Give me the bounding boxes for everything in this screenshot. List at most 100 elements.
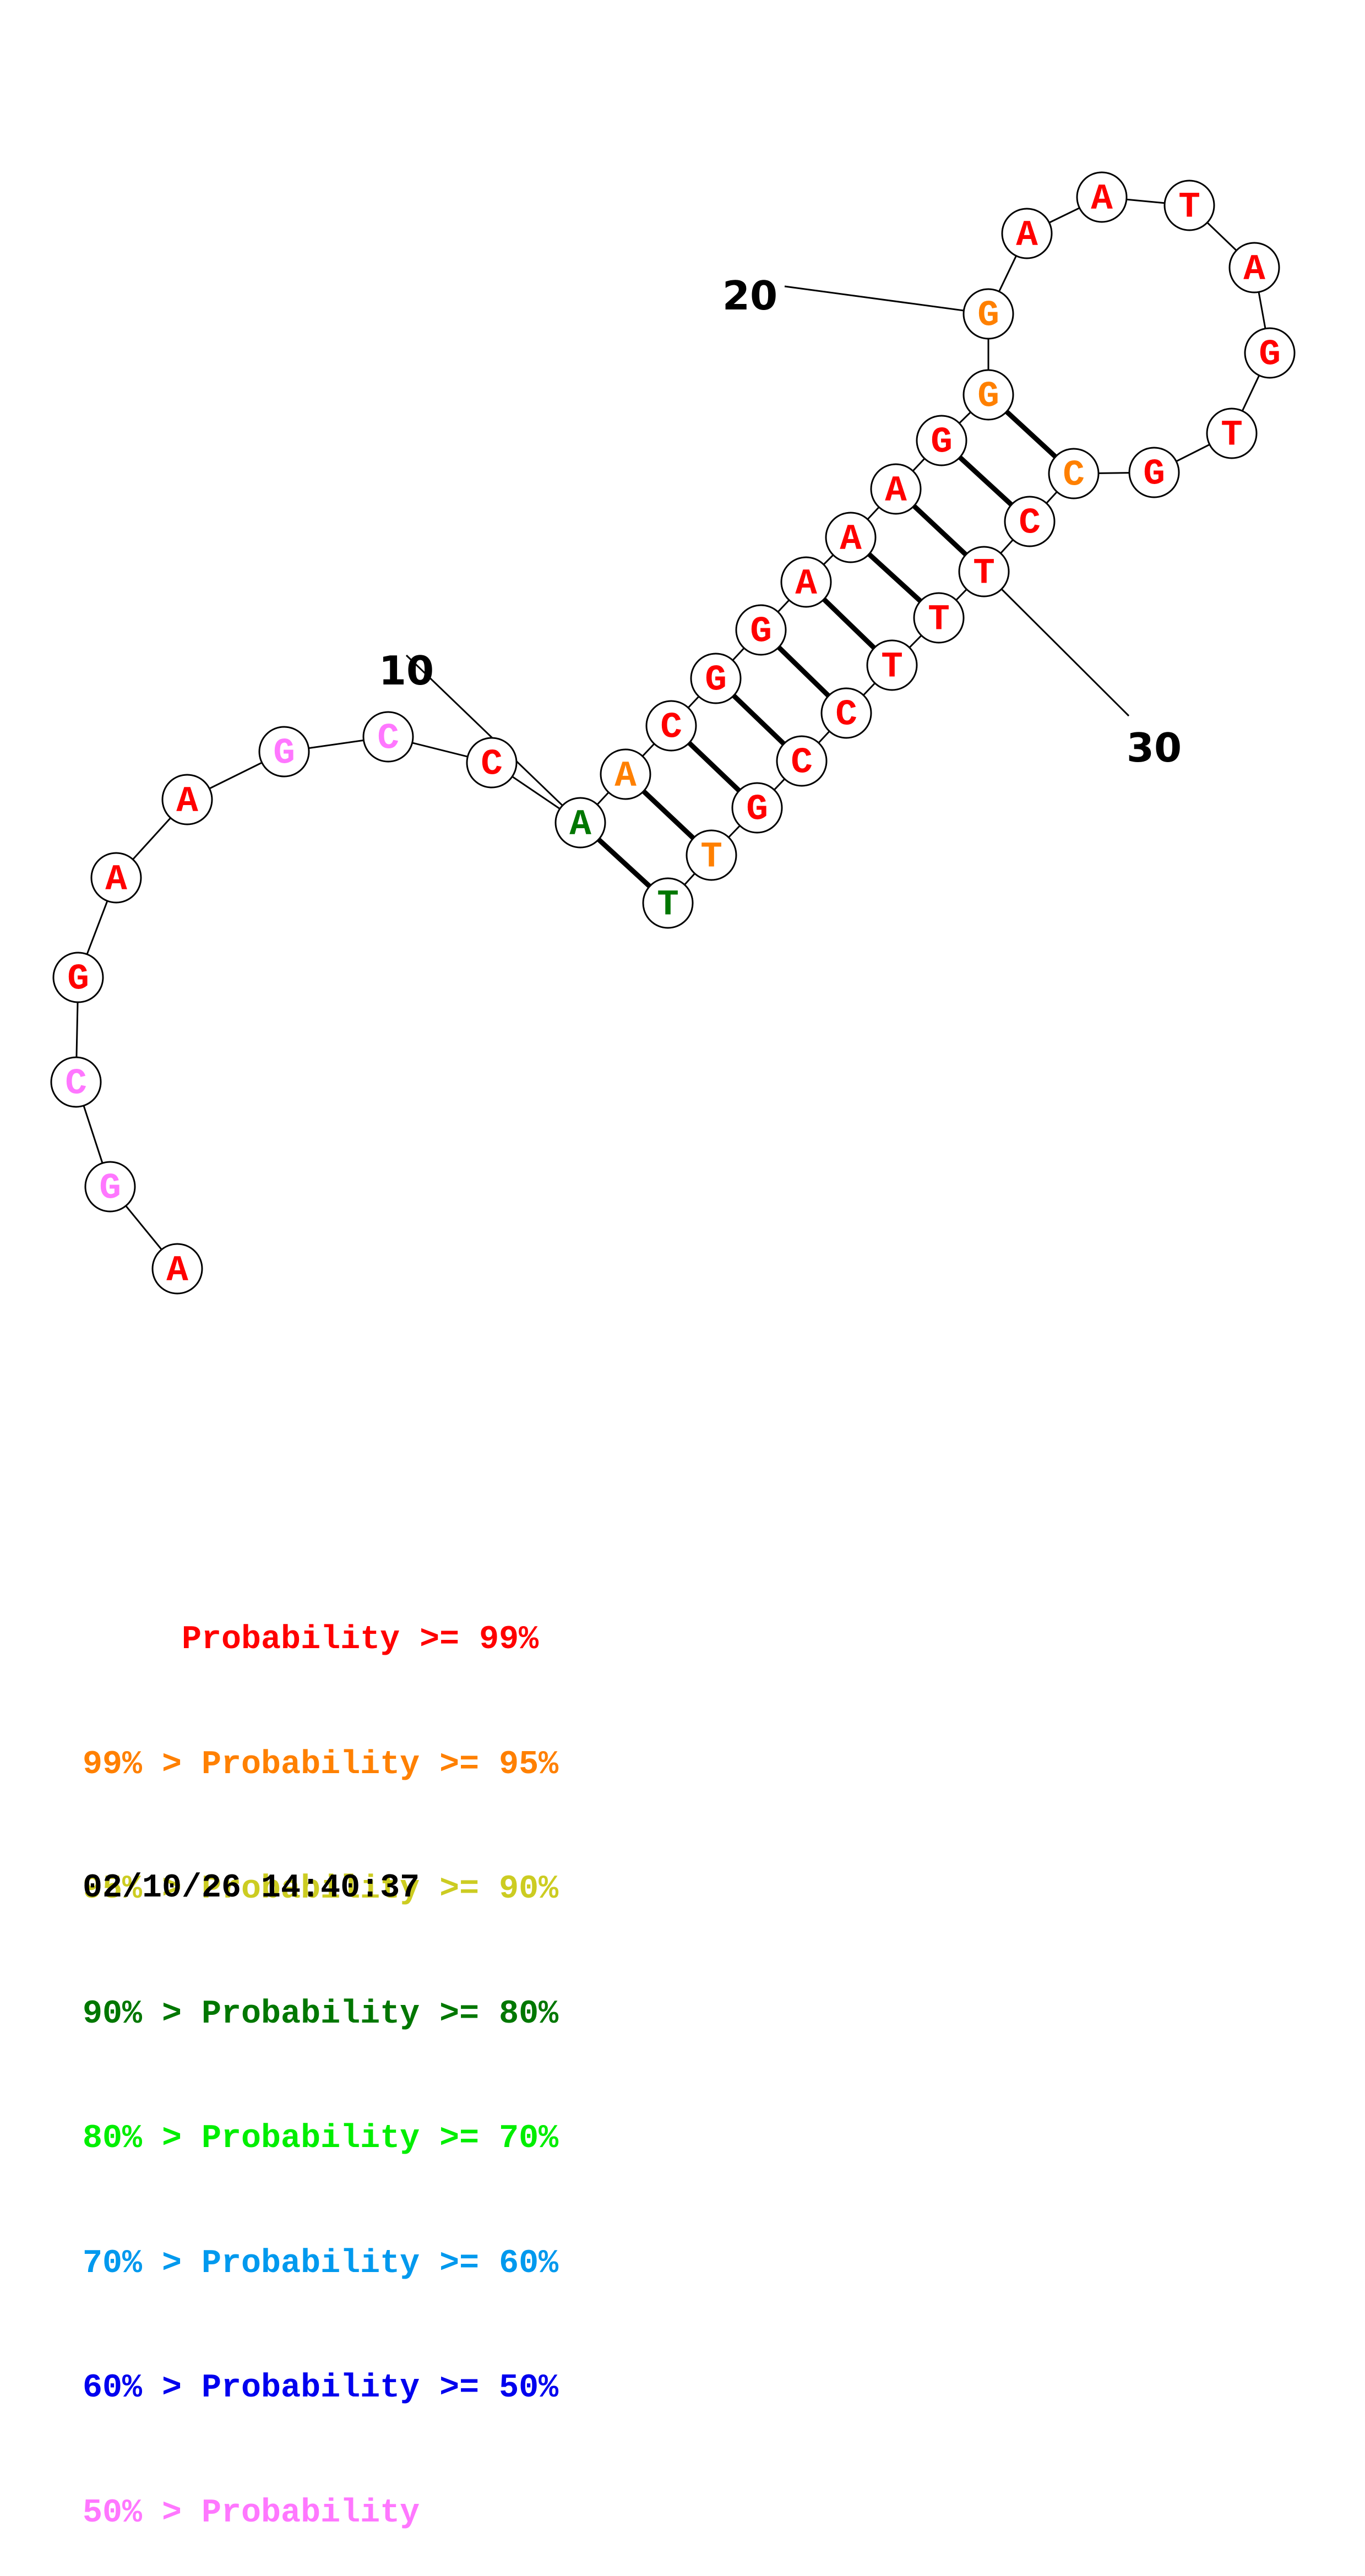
nucleotide-circle xyxy=(820,687,872,739)
nucleotide-letter: G xyxy=(273,733,295,774)
nucleotide-letter: C xyxy=(377,718,399,759)
legend-row: 80% > Probability >= 70% xyxy=(83,2120,559,2157)
nucleotide: G xyxy=(916,415,967,466)
nucleotide-letter: A xyxy=(795,563,817,605)
nucleotide: G xyxy=(962,369,1014,421)
nucleotide-letter: C xyxy=(65,1063,87,1105)
nucleotide-letter: A xyxy=(1243,249,1265,290)
nucleotide-circle xyxy=(1228,242,1280,294)
nucleotide: G xyxy=(690,653,742,704)
nucleotide-circle xyxy=(962,288,1014,340)
nucleotide-circle xyxy=(1244,327,1296,379)
position-label: 20 xyxy=(722,273,777,319)
nucleotide-letter: G xyxy=(931,422,953,463)
nucleotide: C xyxy=(50,1056,102,1108)
nucleotide-circle xyxy=(1076,171,1128,223)
nucleotide-letter: C xyxy=(835,694,857,736)
nucleotide-letter: A xyxy=(176,781,198,822)
nucleotide-circle xyxy=(50,1056,102,1108)
nucleotide-letter: C xyxy=(660,707,682,748)
position-leader-line xyxy=(784,285,989,315)
nucleotide-circle xyxy=(780,556,832,608)
nucleotide: C xyxy=(1004,496,1056,547)
nucleotide: C xyxy=(776,735,828,787)
nucleotide: G xyxy=(731,782,783,834)
nucleotide-letter: G xyxy=(746,789,768,830)
nucleotide: A xyxy=(870,463,922,515)
nucleotide-letter: A xyxy=(569,804,591,845)
base-pair-layer xyxy=(578,393,1076,905)
nucleotide-letter: C xyxy=(1063,455,1085,496)
nucleotide: A xyxy=(780,556,832,608)
nucleotide-letter: G xyxy=(99,1168,121,1209)
nucleotide-circle xyxy=(870,463,922,515)
nucleotide: T xyxy=(642,877,694,929)
nucleotide: G xyxy=(84,1161,136,1213)
nucleotide-circle xyxy=(1163,180,1215,231)
nucleotide-circle xyxy=(825,512,877,563)
nucleotide-letter: T xyxy=(1178,187,1200,228)
nucleotide-circle xyxy=(52,952,104,1003)
nucleotide-circle xyxy=(1004,496,1056,547)
nucleotide-letter: A xyxy=(1016,215,1038,256)
nucleotide: A xyxy=(90,852,142,904)
nucleotide: T xyxy=(686,829,737,881)
nucleotide: C xyxy=(645,700,697,752)
nucleotide: A xyxy=(825,512,877,563)
nucleotide-letter: A xyxy=(614,756,637,797)
nucleotide-letter: C xyxy=(1019,503,1041,544)
nucleotide-letter: C xyxy=(791,742,813,784)
nucleotide-letter: G xyxy=(977,295,999,336)
nucleotide-circle xyxy=(962,369,1014,421)
nucleotide-circle xyxy=(554,797,606,849)
nucleotide-letter: C xyxy=(481,744,503,785)
legend-row: 95% > Probability >= 90% xyxy=(83,1871,559,1908)
nucleotide-circle xyxy=(1001,208,1053,259)
timestamp: 02/10/26 14:40:37 xyxy=(83,1869,420,1907)
nucleotide-circle xyxy=(1206,407,1258,459)
nucleotide: T xyxy=(866,639,918,691)
nucleotide-letter: G xyxy=(1143,454,1165,495)
position-label: 30 xyxy=(1127,725,1182,771)
legend-row: 90% > Probability >= 80% xyxy=(83,1995,559,2033)
legend-row: 50% > Probability xyxy=(83,2494,420,2532)
nucleotide-circle xyxy=(958,546,1010,597)
nucleotide-circle xyxy=(690,653,742,704)
position-label: 10 xyxy=(379,648,434,694)
nucleotide: C xyxy=(1048,448,1100,499)
nucleotide-letter: T xyxy=(700,836,722,878)
legend-row: 70% > Probability >= 60% xyxy=(83,2245,559,2282)
nucleotide-letter: G xyxy=(977,376,999,417)
position-label-layer: 10 20 30 xyxy=(379,273,1182,824)
probability-legend: Probability >= 99% 99% > Probability >= … xyxy=(83,1536,558,2576)
nucleotide: G xyxy=(1128,447,1180,498)
nucleotide-circle xyxy=(84,1161,136,1213)
nucleotide: A xyxy=(1228,242,1280,294)
nucleotide-letter: T xyxy=(881,646,903,688)
nucleotide-letter: T xyxy=(1221,415,1243,456)
nucleotide-letter: A xyxy=(840,519,862,560)
position-leader-line xyxy=(983,570,1130,717)
nucleotide-circle xyxy=(1128,447,1180,498)
nucleotide: T xyxy=(1163,180,1215,231)
nucleotide-letter: T xyxy=(928,599,950,640)
nucleotide: G xyxy=(962,288,1014,340)
nucleotide-letter: A xyxy=(885,470,907,512)
nucleotide: C xyxy=(820,687,872,739)
nucleotide: C xyxy=(362,711,414,763)
nucleotide-letter: A xyxy=(166,1250,188,1291)
nucleotide-circle xyxy=(1048,448,1100,499)
legend-row: Probability >= 99% xyxy=(83,1621,539,1659)
nucleotide-letter: G xyxy=(1259,334,1281,376)
nucleotide: C xyxy=(466,737,518,789)
nucleotide-circle xyxy=(731,782,783,834)
legend-row: 99% > Probability >= 95% xyxy=(83,1746,559,1784)
nucleotide-circle xyxy=(916,415,967,466)
nucleotide-circle xyxy=(151,1243,203,1295)
legend-row: 60% > Probability >= 50% xyxy=(83,2370,559,2407)
nucleotide: T xyxy=(1206,407,1258,459)
nucleotide-circle xyxy=(600,748,651,800)
nucleotide-circle xyxy=(686,829,737,881)
nucleotide-letter: A xyxy=(105,859,127,900)
